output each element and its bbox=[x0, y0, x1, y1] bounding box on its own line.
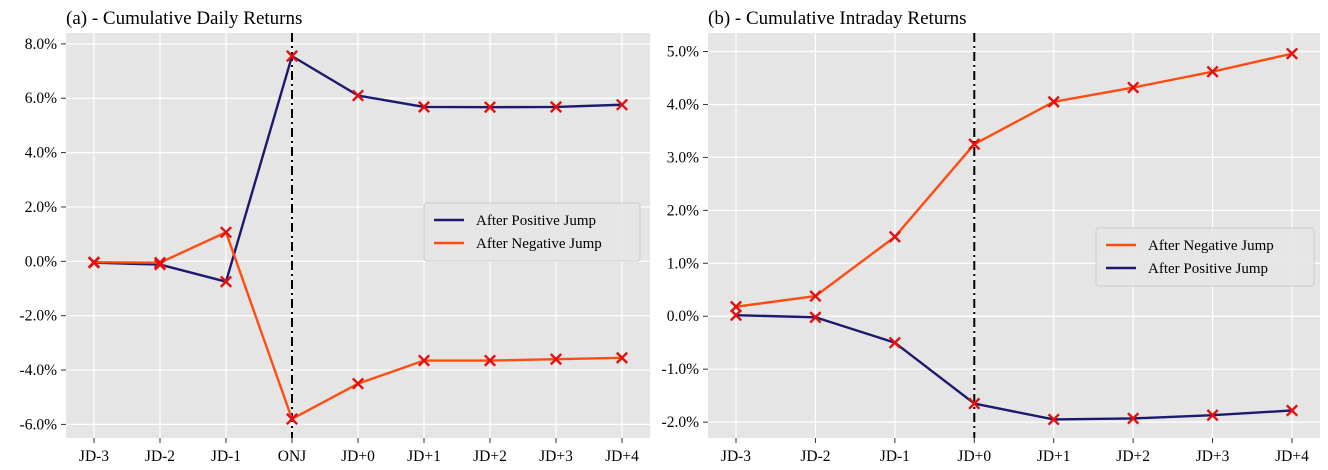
x-tick-label: JD-3 bbox=[721, 448, 751, 465]
y-tick-label: -4.0% bbox=[20, 362, 58, 379]
x-tick-label: JD-2 bbox=[800, 448, 830, 465]
data-point bbox=[285, 412, 299, 426]
x-tick-label: ONJ bbox=[278, 448, 306, 465]
chart-title: (b) - Cumulative Intraday Returns bbox=[708, 8, 967, 29]
data-point bbox=[1285, 47, 1299, 60]
y-tick-label: 4.0% bbox=[667, 96, 699, 113]
data-point bbox=[417, 354, 431, 367]
data-point bbox=[153, 258, 167, 271]
x-tick-label: JD+2 bbox=[1116, 448, 1150, 465]
data-point bbox=[615, 351, 629, 364]
data-point bbox=[968, 397, 981, 410]
data-point bbox=[1206, 65, 1219, 78]
x-tick-label: JD+3 bbox=[1196, 448, 1230, 465]
legend-box bbox=[423, 202, 641, 262]
data-point bbox=[351, 89, 365, 102]
data-point bbox=[549, 353, 563, 366]
data-point bbox=[809, 311, 822, 324]
y-tick-label: -2.0% bbox=[662, 414, 700, 431]
y-tick-label: 6.0% bbox=[25, 90, 57, 107]
data-point bbox=[351, 377, 365, 390]
data-point bbox=[1127, 81, 1140, 94]
x-tick-label: JD+4 bbox=[605, 448, 639, 465]
y-tick-label: -1.0% bbox=[662, 361, 700, 378]
data-point bbox=[483, 354, 497, 367]
y-tick-label: 3.0% bbox=[667, 149, 699, 166]
data-point bbox=[729, 309, 743, 322]
y-tick-label: 2.0% bbox=[667, 202, 699, 219]
y-tick-label: 8.0% bbox=[25, 36, 57, 53]
data-point bbox=[417, 100, 431, 113]
data-point bbox=[483, 101, 497, 114]
legend-label: After Positive Jump bbox=[476, 213, 596, 229]
x-tick-label: JD-1 bbox=[880, 448, 910, 465]
series-line bbox=[735, 52, 1293, 308]
y-tick-label: 2.0% bbox=[25, 199, 57, 216]
chart-panel-b: -2.0% -1.0% 0.0% 1.0% 2.0% 3.0% 4.0% 5.0% JD-3 JD… bbox=[662, 8, 1320, 465]
chart-panel-a: -6.0% -4.0% -2.0% 0.0% 2.0% 4.0% 6.0% 8.0% JD-3 J… bbox=[20, 8, 650, 465]
legend: After Positive Jump After Negative Jump bbox=[423, 202, 641, 262]
x-tick-label: JD-3 bbox=[79, 448, 109, 465]
legend-label: After Negative Jump bbox=[1148, 238, 1274, 254]
x-tick-label: JD-2 bbox=[145, 448, 175, 465]
x-tick-label: JD+2 bbox=[473, 448, 507, 465]
x-tick-label: JD+1 bbox=[1037, 448, 1071, 465]
data-point bbox=[549, 100, 563, 113]
x-tick-label: JD+4 bbox=[1275, 448, 1309, 465]
data-point bbox=[219, 275, 233, 288]
y-tick-label: -6.0% bbox=[20, 416, 58, 433]
data-point bbox=[1047, 95, 1060, 108]
x-tick-label: JD+1 bbox=[407, 448, 441, 465]
x-tick-label: JD+0 bbox=[957, 448, 991, 465]
legend: After Negative Jump After Positive Jump bbox=[1095, 227, 1315, 287]
legend-label: After Negative Jump bbox=[476, 236, 602, 252]
data-point bbox=[809, 290, 822, 303]
y-tick-label: -2.0% bbox=[20, 308, 58, 325]
y-tick-label: 1.0% bbox=[667, 255, 699, 272]
data-point bbox=[968, 138, 981, 151]
data-point bbox=[1047, 413, 1060, 426]
data-point bbox=[87, 256, 101, 269]
data-point bbox=[285, 50, 299, 63]
chart-title: (a) - Cumulative Daily Returns bbox=[66, 8, 302, 29]
x-tick-label: JD+0 bbox=[341, 448, 375, 465]
series-line bbox=[735, 313, 1293, 421]
data-point bbox=[1285, 404, 1299, 417]
data-point bbox=[153, 256, 167, 269]
data-point bbox=[888, 336, 901, 349]
data-point bbox=[219, 226, 233, 239]
data-point bbox=[888, 230, 901, 243]
y-tick-label: 5.0% bbox=[667, 44, 699, 61]
data-point bbox=[1206, 409, 1219, 422]
legend-label: After Positive Jump bbox=[1148, 261, 1268, 277]
legend-box bbox=[1095, 227, 1315, 287]
y-tick-label: 4.0% bbox=[25, 145, 57, 162]
data-point bbox=[1127, 412, 1140, 425]
y-tick-label: 0.0% bbox=[25, 253, 57, 270]
data-point bbox=[615, 98, 629, 111]
y-tick-label: 0.0% bbox=[667, 308, 699, 325]
x-tick-label: JD-1 bbox=[211, 448, 241, 465]
x-tick-label: JD+3 bbox=[539, 448, 573, 465]
